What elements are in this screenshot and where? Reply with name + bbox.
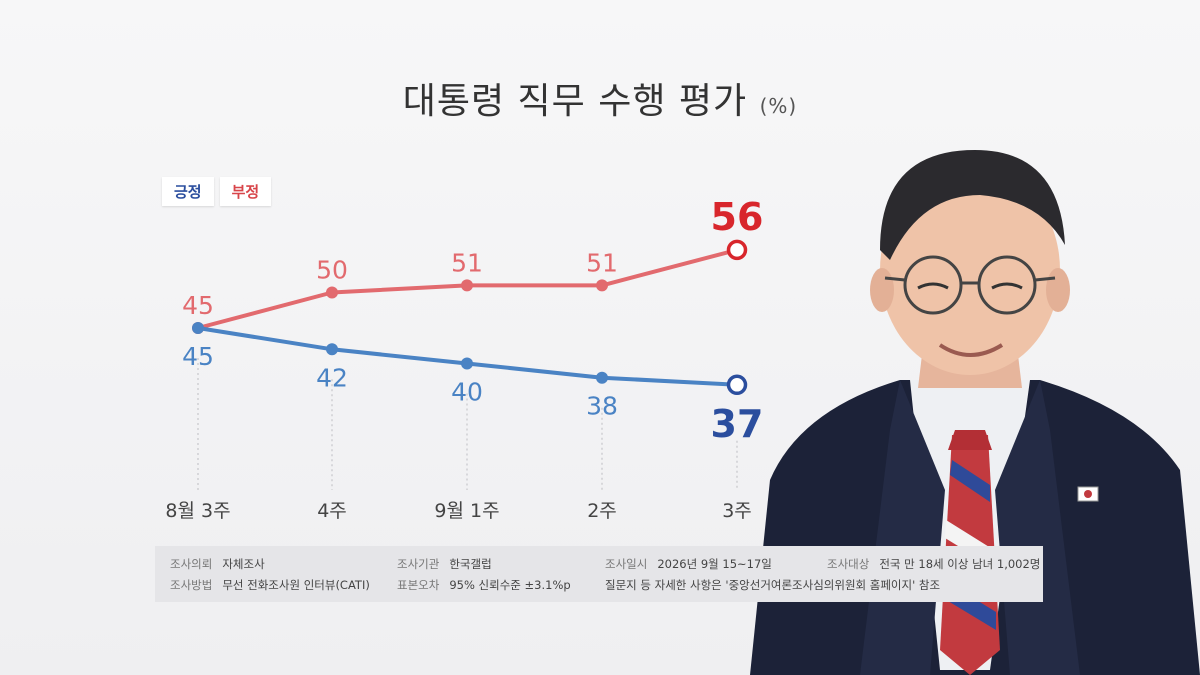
footer-key: 조사의뢰 xyxy=(170,557,213,571)
line-chart: 45 50 51 51 56 45 42 40 38 37 8월 3주 4주 9월 1주 2주 3주 xyxy=(165,195,764,522)
footer-cell: 조사방법 무선 전화조사원 인터뷰(CATI) xyxy=(170,577,370,593)
x-tick-label: 9월 1주 xyxy=(434,500,499,522)
footer-cell: 조사일시 2026년 9월 15~17일 xyxy=(605,556,772,572)
footer-value: 전국 만 18세 이상 남녀 1,002명 xyxy=(879,557,1041,571)
x-tick-label: 2주 xyxy=(587,500,617,522)
footer-key: 표본오차 xyxy=(397,578,440,592)
footer-cell: 질문지 등 자세한 사항은 '중앙선거여론조사심의위원회 홈페이지' 참조 xyxy=(605,577,940,593)
footer-value: 한국갤럽 xyxy=(449,557,492,571)
survey-info: 조사의뢰 자체조사 조사기관 한국갤럽 조사일시 2026년 9월 15~17일 조사… xyxy=(155,546,1043,602)
footer-cell: 조사기관 한국갤럽 xyxy=(397,556,492,572)
positive-data-label: 38 xyxy=(586,392,618,421)
negative-point xyxy=(726,239,748,261)
positive-data-label: 45 xyxy=(182,342,214,371)
legend-positive: 긍정 xyxy=(162,177,214,206)
positive-data-label: 37 xyxy=(711,402,764,446)
footer-value: 95% 신뢰수준 ±3.1%p xyxy=(449,578,571,592)
footer-cell: 표본오차 95% 신뢰수준 ±3.1%p xyxy=(397,577,571,593)
positive-point xyxy=(326,343,338,356)
footer-key: 조사방법 xyxy=(170,578,213,592)
footer-value: 무선 전화조사원 인터뷰(CATI) xyxy=(222,578,370,592)
negative-point xyxy=(326,286,338,299)
positive-point xyxy=(596,371,608,384)
legend-negative: 부정 xyxy=(219,177,272,206)
negative-data-label: 56 xyxy=(711,195,764,239)
chart-title: 대통령 직무 수행 평가 (%) xyxy=(0,72,1200,124)
legend: 긍정 부정 xyxy=(162,177,272,206)
footer-value: 2026년 9월 15~17일 xyxy=(657,557,772,571)
legend-negative-label: 부정 xyxy=(231,183,260,201)
person-photo-icon xyxy=(750,150,1200,675)
footer-value: 질문지 등 자세한 사항은 '중앙선거여론조사심의위원회 홈페이지' 참조 xyxy=(605,578,941,592)
positive-series-line xyxy=(197,326,738,387)
negative-data-label: 51 xyxy=(586,248,618,277)
positive-data-label: 42 xyxy=(316,363,348,392)
footer-cell: 조사대상 전국 만 18세 이상 남녀 1,002명 xyxy=(827,556,1040,572)
negative-point xyxy=(461,279,473,292)
title-text: 대통령 직무 수행 평가 xyxy=(402,81,748,122)
negative-data-label: 50 xyxy=(316,256,348,285)
negative-data-label: 45 xyxy=(182,291,214,320)
negative-data-label: 51 xyxy=(451,248,483,277)
positive-data-label: 40 xyxy=(451,378,483,407)
footer-cell: 조사의뢰 자체조사 xyxy=(170,556,265,572)
footer-key: 조사기관 xyxy=(397,557,440,571)
legend-positive-label: 긍정 xyxy=(174,183,202,201)
positive-point xyxy=(461,357,473,370)
x-tick-label: 3주 xyxy=(722,500,752,522)
x-tick-label: 4주 xyxy=(317,500,347,522)
x-tick-label: 8월 3주 xyxy=(165,500,230,522)
footer-value: 자체조사 xyxy=(222,557,265,571)
positive-point xyxy=(726,374,748,396)
negative-point xyxy=(596,279,608,292)
positive-point xyxy=(192,322,204,334)
footer-key: 조사대상 xyxy=(827,557,870,571)
footer-key: 조사일시 xyxy=(605,557,648,571)
title-unit: (%) xyxy=(759,94,798,118)
